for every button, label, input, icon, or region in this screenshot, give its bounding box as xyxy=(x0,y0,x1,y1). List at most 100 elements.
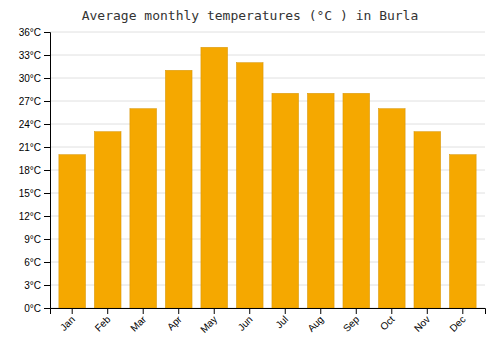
tick-label: 12°C xyxy=(19,211,41,222)
tick: 36°C xyxy=(19,27,50,38)
grid-line xyxy=(50,78,485,79)
tick-label: 6°C xyxy=(24,257,41,268)
grid-line xyxy=(50,101,485,102)
tick: 27°C xyxy=(19,96,50,107)
tick-label: Dec xyxy=(447,314,467,334)
tick-label: Sep xyxy=(341,313,362,334)
tick-mark xyxy=(320,308,321,314)
tick-label: Mar xyxy=(128,313,148,333)
grid-line xyxy=(50,32,485,33)
tick-mark xyxy=(44,239,50,240)
tick-mark xyxy=(44,308,50,309)
axis-line xyxy=(44,33,51,309)
tick-mark xyxy=(72,308,73,314)
tick-mark xyxy=(44,193,50,194)
tick-label: 24°C xyxy=(19,119,41,130)
tick-label: 3°C xyxy=(24,280,41,291)
tick-mark xyxy=(214,308,215,314)
tick-label: Aug xyxy=(305,314,325,334)
bar xyxy=(165,70,192,308)
tick-mark xyxy=(44,285,50,286)
tick-label: Oct xyxy=(378,314,397,333)
tick-mark xyxy=(44,170,50,171)
grid-line xyxy=(50,55,485,56)
tick: 6°C xyxy=(24,257,50,268)
title: Average monthly temperatures (°C ) in Bu… xyxy=(82,8,419,23)
bar xyxy=(59,155,86,308)
tick-mark xyxy=(44,55,50,56)
tick-mark xyxy=(285,308,286,314)
tick-label: Jul xyxy=(273,314,290,331)
bar xyxy=(94,132,121,308)
tick-mark xyxy=(44,147,50,148)
bar xyxy=(236,63,263,308)
tick: 12°C xyxy=(19,211,50,222)
tick: Aug xyxy=(305,308,325,334)
tick-label: Feb xyxy=(93,313,113,333)
tick: Dec xyxy=(447,308,467,334)
tick-mark xyxy=(44,262,50,263)
tick-label: 27°C xyxy=(19,96,41,107)
bars xyxy=(59,47,476,308)
bar xyxy=(201,47,228,308)
chart: Average monthly temperatures (°C ) in Bu… xyxy=(0,0,500,350)
tick: Sep xyxy=(341,308,362,334)
tick-label: 15°C xyxy=(19,188,41,199)
tick-label: Apr xyxy=(165,313,184,332)
tick: Oct xyxy=(378,308,397,332)
tick-label: 36°C xyxy=(19,27,41,38)
tick-mark xyxy=(44,32,50,33)
tick-label: 9°C xyxy=(24,234,41,245)
tick-label: 18°C xyxy=(19,165,41,176)
x-axis: Jan Feb Mar Apr May Jun Jul Aug Sep Oct Nov Dec xyxy=(51,308,486,335)
axis-line xyxy=(51,309,486,315)
bar xyxy=(130,109,157,308)
tick-label: 30°C xyxy=(19,73,41,84)
tick: 9°C xyxy=(24,234,50,245)
tick: Nov xyxy=(412,308,432,334)
tick: 30°C xyxy=(19,73,50,84)
tick: Feb xyxy=(93,308,113,334)
tick: 33°C xyxy=(19,50,50,61)
tick-label: Jun xyxy=(236,314,255,333)
bar xyxy=(378,109,405,308)
tick-mark xyxy=(427,308,428,314)
bar xyxy=(414,132,441,308)
tick: 21°C xyxy=(19,142,50,153)
tick: 3°C xyxy=(24,280,50,291)
tick-mark xyxy=(44,124,50,125)
tick: Jun xyxy=(236,308,255,333)
tick-label: 0°C xyxy=(24,303,41,314)
tick-label: 21°C xyxy=(19,142,41,153)
tick: Mar xyxy=(128,308,148,334)
tick-mark xyxy=(143,308,144,314)
tick: 0°C xyxy=(24,303,50,314)
tick-mark xyxy=(391,308,392,314)
tick-mark xyxy=(462,308,463,314)
tick-label: May xyxy=(198,314,219,335)
bar xyxy=(307,93,334,308)
tick: 24°C xyxy=(19,119,50,130)
tick: Jul xyxy=(273,308,290,330)
bar xyxy=(449,155,476,308)
tick-mark xyxy=(44,78,50,79)
bar xyxy=(272,93,299,308)
plot: 0°C 3°C 6°C 9°C 12°C 15°C 18°C 21°C 24°C 27°C 30°C… xyxy=(19,27,486,335)
tick-mark xyxy=(356,308,357,314)
grid-line xyxy=(50,124,485,125)
tick: May xyxy=(198,308,219,335)
tick: Jan xyxy=(58,308,77,333)
tick-mark xyxy=(178,308,179,314)
tick-label: 33°C xyxy=(19,50,41,61)
tick-label: Nov xyxy=(412,314,432,334)
tick-label: Jan xyxy=(58,314,77,333)
tick: Apr xyxy=(165,308,184,332)
bar xyxy=(343,93,370,308)
tick: 15°C xyxy=(19,188,50,199)
tick: 18°C xyxy=(19,165,50,176)
tick-mark xyxy=(44,101,50,102)
tick-mark xyxy=(107,308,108,314)
tick-mark xyxy=(249,308,250,314)
grid xyxy=(50,32,485,308)
tick-mark xyxy=(44,216,50,217)
